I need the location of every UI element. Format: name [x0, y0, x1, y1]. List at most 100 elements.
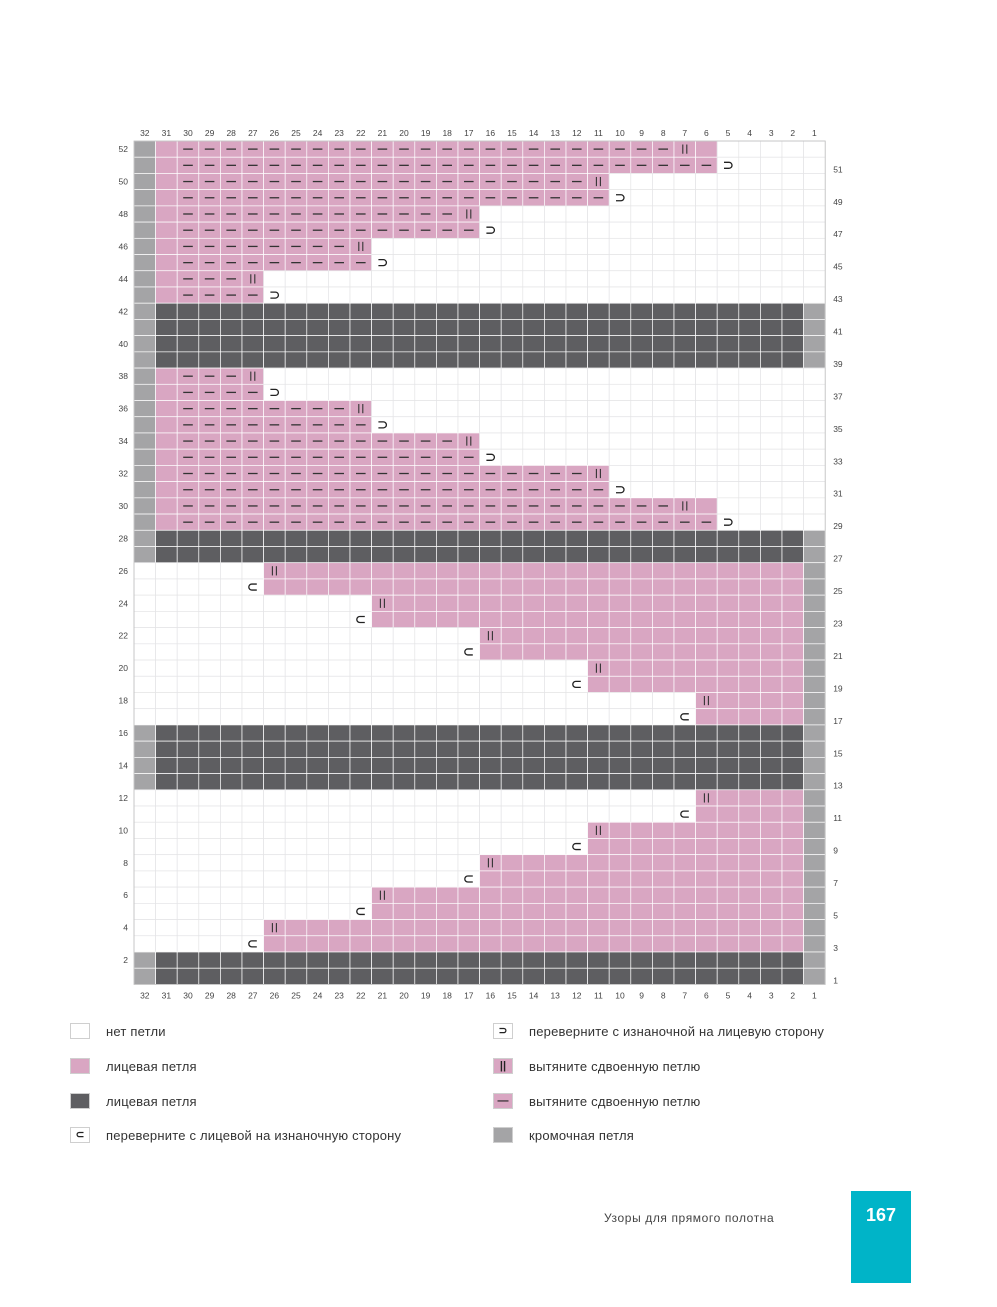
chart-cell — [803, 562, 826, 580]
chart-cell — [652, 319, 675, 336]
chart-cell — [652, 675, 675, 693]
chart-cell — [652, 692, 675, 710]
chart-row-24 — [133, 594, 826, 612]
chart-cell — [522, 854, 545, 872]
chart-cell — [630, 967, 653, 985]
chart-cell — [738, 286, 761, 304]
chart-cell — [522, 319, 545, 336]
chart-cell — [392, 335, 416, 353]
chart-cell — [695, 302, 718, 320]
chart-row-30 — [133, 497, 826, 515]
chart-row-35 — [133, 416, 826, 434]
chart-cell — [198, 951, 221, 969]
chart-cell — [587, 773, 610, 791]
chart-cell — [760, 724, 783, 742]
chart-cell — [608, 221, 632, 239]
chart-cell — [176, 708, 200, 726]
chart-cell — [457, 870, 480, 888]
chart-cell — [544, 400, 567, 418]
chart-row-17 — [133, 708, 826, 726]
chart-cell — [565, 724, 588, 742]
chart-cell — [436, 805, 459, 823]
chart-cell — [695, 335, 718, 353]
chart-cell — [457, 254, 480, 272]
chart-cell — [760, 173, 783, 191]
chart-cell — [608, 919, 632, 937]
chart-cell — [263, 757, 286, 774]
chart-cell — [392, 562, 416, 580]
chart-cell — [457, 919, 480, 937]
chart-cell — [241, 659, 264, 677]
chart-cell — [695, 627, 718, 645]
chart-cell — [306, 967, 329, 985]
chart-cell — [263, 919, 286, 937]
chart-cell — [263, 773, 286, 791]
chart-cell — [457, 286, 480, 304]
chart-cell — [803, 205, 826, 223]
column-number-top: 4 — [747, 128, 752, 138]
chart-cell — [500, 432, 524, 450]
chart-cell — [241, 854, 264, 872]
chart-cell — [220, 675, 243, 693]
chart-cell — [436, 594, 459, 612]
chart-cell — [738, 237, 761, 255]
chart-cell — [803, 400, 826, 418]
chart-cell — [436, 302, 459, 320]
chart-row-26 — [133, 562, 826, 580]
chart-cell — [522, 416, 545, 434]
chart-cell — [198, 692, 221, 710]
legend-label-knit-dark: лицевая петля — [106, 1093, 197, 1109]
chart-cell — [241, 821, 264, 839]
chart-cell — [716, 594, 740, 612]
chart-cell — [652, 870, 675, 888]
chart-cell — [716, 692, 740, 710]
row-number-right: 31 — [833, 489, 843, 499]
column-number-top: 31 — [162, 128, 172, 138]
chart-cell — [630, 740, 653, 758]
chart-cell — [781, 870, 804, 888]
chart-cell — [500, 270, 524, 288]
chart-row-32 — [133, 465, 826, 482]
chart-cell — [155, 319, 178, 336]
column-number-bottom: 20 — [399, 990, 409, 1000]
chart-cell — [738, 967, 761, 985]
chart-cell — [544, 367, 567, 385]
chart-cell — [414, 594, 437, 612]
column-number-bottom: 1 — [812, 990, 817, 1000]
chart-cell — [565, 789, 588, 807]
chart-cell — [306, 351, 329, 369]
chart-cell — [803, 270, 826, 288]
chart-cell — [673, 173, 696, 191]
chart-cell — [263, 675, 286, 693]
chart-cell — [500, 789, 524, 807]
chart-cell — [436, 967, 459, 985]
chart-cell — [587, 221, 610, 239]
chart-cell — [133, 270, 156, 288]
chart-cell — [500, 351, 524, 369]
chart-cell — [522, 967, 545, 985]
chart-cell — [349, 627, 372, 645]
chart-cell — [760, 611, 783, 628]
chart-cell — [716, 221, 740, 239]
chart-cell — [652, 416, 675, 434]
chart-cell — [436, 773, 459, 791]
chart-cell — [565, 919, 588, 937]
row-number-right: 29 — [833, 521, 843, 531]
chart-cell — [695, 919, 718, 937]
chart-cell — [284, 319, 308, 336]
chart-cell — [241, 692, 264, 710]
chart-cell — [803, 757, 826, 774]
chart-cell — [652, 189, 675, 207]
chart-cell — [371, 870, 394, 888]
chart-row-46 — [133, 237, 826, 255]
chart-cell — [673, 740, 696, 758]
chart-cell — [479, 546, 502, 564]
row-number-right: 1 — [833, 975, 838, 985]
chart-cell — [198, 302, 221, 320]
chart-cell — [133, 611, 156, 628]
chart-cell — [155, 173, 178, 191]
chart-cell — [608, 481, 632, 499]
chart-cell — [284, 870, 308, 888]
chart-cell — [414, 643, 437, 661]
chart-cell — [544, 740, 567, 758]
